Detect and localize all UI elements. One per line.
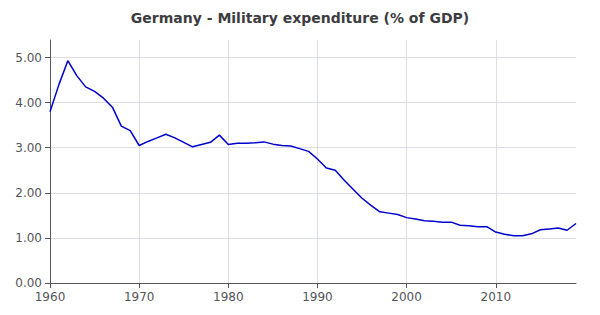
svg-text:0.00: 0.00 <box>15 276 42 290</box>
svg-text:2000: 2000 <box>391 290 422 304</box>
svg-text:2.00: 2.00 <box>15 186 42 200</box>
svg-text:5.00: 5.00 <box>15 51 42 65</box>
svg-text:4.00: 4.00 <box>15 96 42 110</box>
svg-text:1970: 1970 <box>124 290 155 304</box>
svg-text:1960: 1960 <box>35 290 66 304</box>
svg-text:1980: 1980 <box>213 290 244 304</box>
svg-text:1.00: 1.00 <box>15 231 42 245</box>
svg-text:3.00: 3.00 <box>15 141 42 155</box>
svg-text:2010: 2010 <box>480 290 511 304</box>
svg-text:Germany - Military expenditure: Germany - Military expenditure (% of GDP… <box>131 10 469 26</box>
svg-text:1990: 1990 <box>302 290 333 304</box>
